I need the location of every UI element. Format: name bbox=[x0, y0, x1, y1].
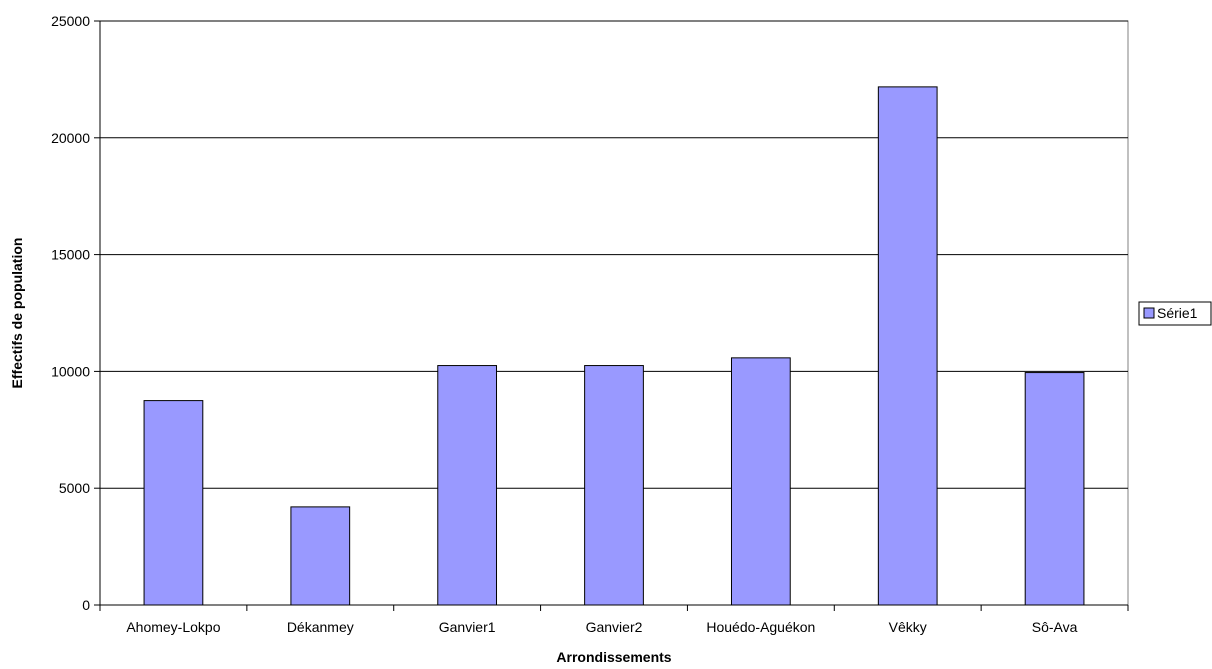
x-tick-label: Ganvier2 bbox=[586, 619, 643, 635]
y-tick-label: 10000 bbox=[51, 363, 90, 379]
bar bbox=[730, 357, 791, 606]
bar bbox=[584, 365, 644, 606]
legend-swatch bbox=[1143, 307, 1155, 319]
bar bbox=[877, 86, 938, 606]
x-tick-label: Ahomey-Lokpo bbox=[126, 619, 220, 635]
y-tick-label: 25000 bbox=[51, 13, 90, 29]
y-axis-title: Effectifs de population bbox=[9, 238, 25, 389]
y-tick-label: 0 bbox=[82, 597, 90, 613]
axes bbox=[94, 20, 1129, 611]
y-tick-label: 15000 bbox=[51, 247, 90, 263]
y-tick-label: 5000 bbox=[59, 480, 90, 496]
x-tick-label: Dékanmey bbox=[287, 619, 354, 635]
legend-label: Série1 bbox=[1157, 305, 1198, 321]
bars bbox=[143, 86, 1085, 606]
legend: Série1 bbox=[1138, 301, 1212, 326]
x-tick-label: Vêkky bbox=[889, 619, 927, 635]
x-axis-title: Arrondissements bbox=[556, 649, 671, 664]
bar bbox=[1024, 372, 1085, 606]
x-tick-label: Ganvier1 bbox=[439, 619, 496, 635]
x-tick-label: Sô-Ava bbox=[1032, 619, 1078, 635]
legend-frame bbox=[1138, 301, 1212, 326]
x-tick-label: Houédo-Aguékon bbox=[706, 619, 815, 635]
tick-labels: 0 5000 10000 15000 20000 25000 Ahomey-Lokpo Dék… bbox=[51, 13, 1078, 635]
y-tick-label: 20000 bbox=[51, 130, 90, 146]
bar bbox=[290, 506, 351, 606]
bar bbox=[437, 365, 498, 606]
bar bbox=[143, 400, 204, 606]
